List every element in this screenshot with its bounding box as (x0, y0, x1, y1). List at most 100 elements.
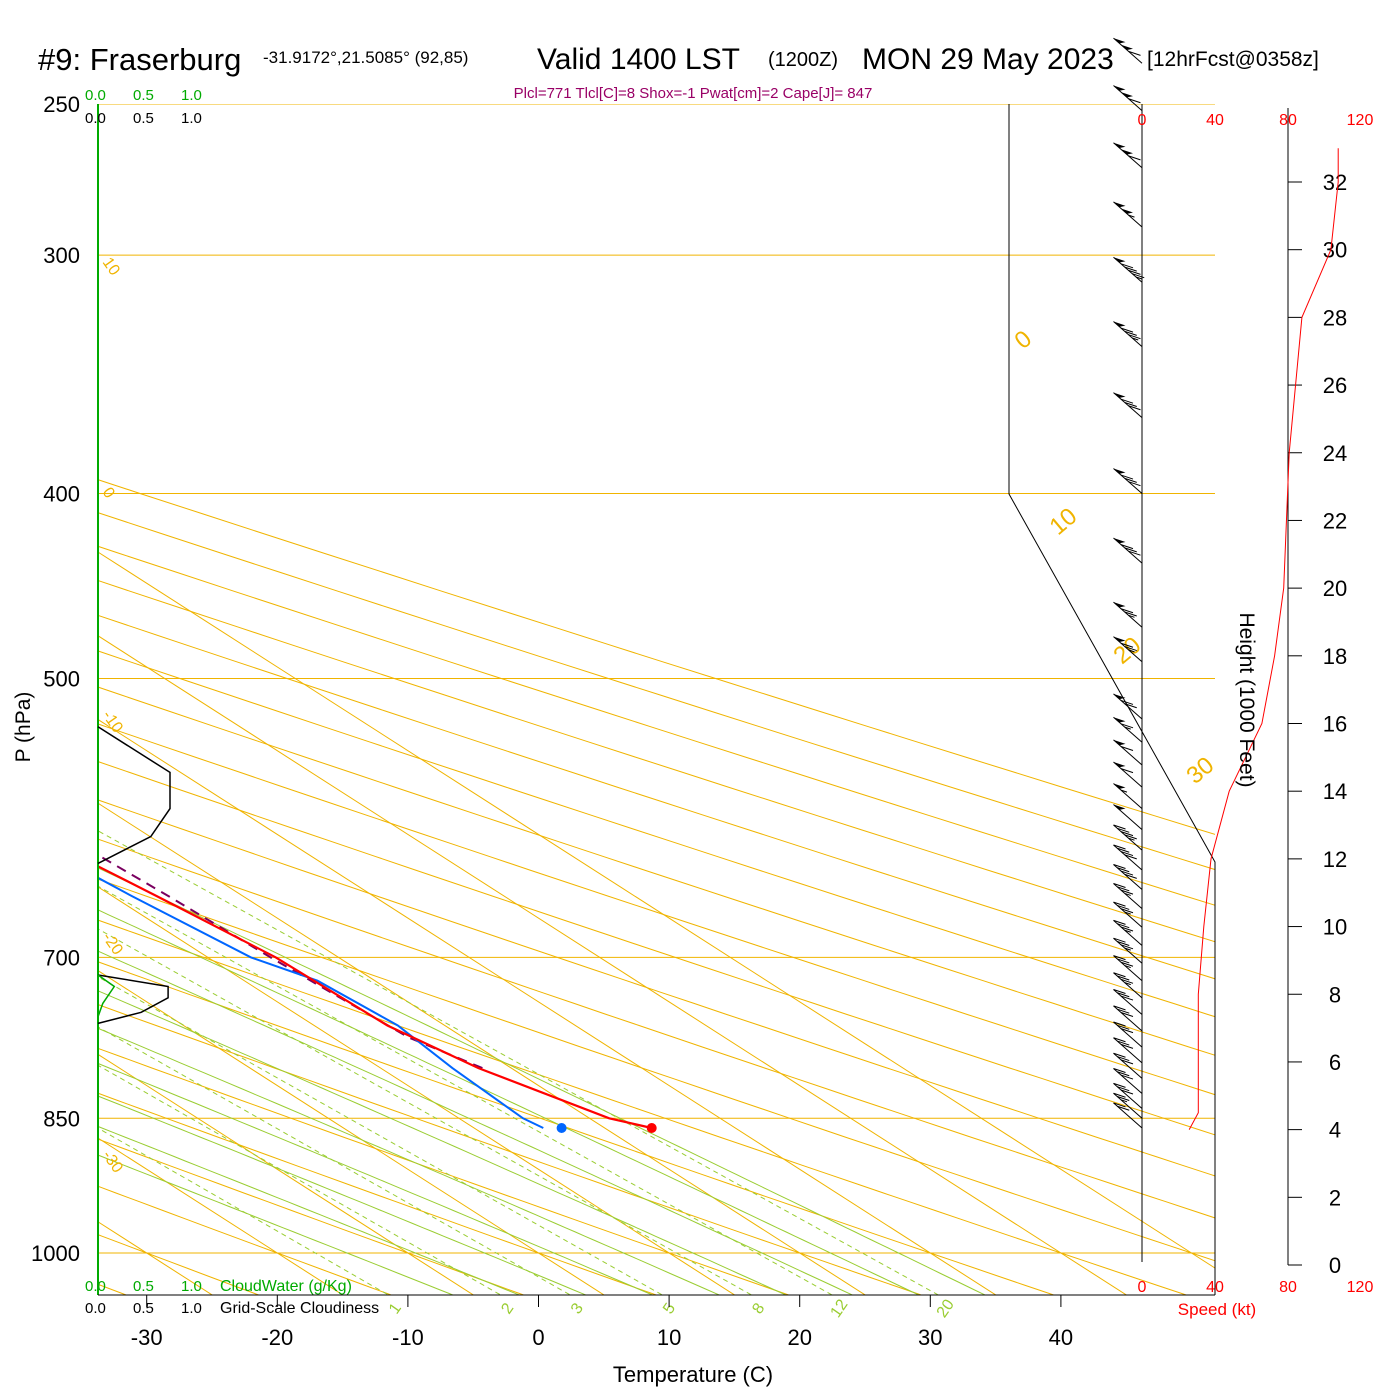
dry-adiabat-label: -20 (99, 930, 126, 959)
wind-barb-tick (1120, 870, 1134, 876)
wind-barb-staff (1113, 883, 1143, 909)
wind-barb-half (1124, 965, 1131, 969)
wind-barb-half (1128, 214, 1135, 218)
cloud-scale-bottom-black-2: 1.0 (181, 1300, 202, 1317)
wind-barb-half (1128, 614, 1135, 618)
wind-barb (1113, 919, 1143, 946)
speed-scale-top-1: 40 (1206, 112, 1224, 129)
height-tick-label: 28 (1323, 305, 1347, 330)
isotherm-line (98, 551, 1215, 1269)
wind-barb-half (1124, 726, 1131, 730)
wind-barb-tick (1120, 1059, 1134, 1065)
wind-barb-staff (1113, 1068, 1143, 1094)
station-coords: -31.9172°,21.5085° (92,85) (263, 48, 468, 67)
wind-barb-tick (1120, 961, 1134, 967)
wind-barb (1113, 824, 1143, 851)
wind-barb-tick (1113, 989, 1126, 994)
sounding-indices: Plcl=771 Tlcl[C]=8 Shox=-1 Pwat[cm]=2 Ca… (514, 85, 873, 102)
wind-barb-tick (1113, 844, 1126, 850)
dewpoint-trace (98, 876, 544, 1129)
wind-barb-flag (1113, 468, 1126, 474)
dry-adiabat-line (98, 614, 1215, 980)
wind-barb-tick (1128, 155, 1141, 161)
cloudwater-profile (97, 974, 116, 1018)
wind-barb-staff (1113, 1102, 1143, 1129)
temperature-trace (98, 865, 652, 1130)
wind-barb (1113, 468, 1143, 494)
cloud-scale-bottom-green-2: 1.0 (181, 1278, 202, 1295)
wind-barb-flag (1113, 804, 1126, 810)
wind-barb-staff (1113, 919, 1143, 946)
wind-barb-tick (1120, 1089, 1134, 1095)
speed-scale-top-2: 80 (1279, 112, 1297, 129)
temp-tick-label: 20 (787, 1325, 811, 1350)
wind-barb (1113, 392, 1143, 419)
wind-barb-tick (1113, 824, 1126, 830)
wind-barb-tick (1117, 1056, 1130, 1062)
wind-barb-staff (1113, 937, 1143, 964)
mixing-ratio-label: 2 (498, 1300, 517, 1317)
wind-barb (1113, 955, 1143, 982)
wind-barb-staff (1113, 37, 1143, 64)
wind-barb (1113, 716, 1143, 743)
wind-barb (1113, 972, 1143, 999)
wind-barb-tick (1117, 992, 1130, 998)
temp-tick-label: -20 (261, 1325, 293, 1350)
wind-barb-tick (1120, 926, 1134, 932)
wind-barb-tick (1128, 481, 1141, 487)
wind-barb-tick (1124, 834, 1137, 840)
wind-barb (1113, 636, 1143, 663)
speed-scale-bottom-2: 80 (1279, 1279, 1297, 1296)
wind-barb-staff (1113, 955, 1143, 982)
speed-scale-top-0: 0 (1138, 112, 1147, 129)
wind-barb-flag (1113, 142, 1126, 148)
wind-barb-staff (1113, 601, 1143, 628)
wind-barb-tick (1128, 405, 1141, 411)
forecast-label: [12hrFcst@0358z] (1147, 48, 1319, 71)
height-tick-label: 18 (1323, 644, 1347, 669)
wind-barb-tick (1120, 768, 1134, 774)
wind-barb-tick (1113, 919, 1126, 925)
wind-barb (1113, 1005, 1143, 1032)
temp-tick-label: 0 (532, 1325, 544, 1350)
wind-barb-tick (1120, 1043, 1134, 1049)
speed-scale-bottom-1: 40 (1206, 1279, 1224, 1296)
isotherm-line (98, 970, 605, 1295)
temp-tick-label: 10 (657, 1325, 681, 1350)
surface-dewpoint-dot (556, 1122, 567, 1133)
wind-barb-tick (1117, 1086, 1130, 1092)
wind-barb-tick (1113, 972, 1126, 978)
wind-barb-tick (1124, 873, 1137, 879)
wind-barb-tick (1117, 1040, 1130, 1046)
height-tick-label: 12 (1323, 847, 1347, 872)
mixing-ratio-line (98, 885, 834, 1295)
cloud-scale-bottom-black-1: 0.5 (133, 1300, 154, 1317)
height-tick-label: 16 (1323, 712, 1347, 737)
isotherm-line (98, 1053, 475, 1295)
wind-barb-tick (1113, 1021, 1126, 1027)
wind-barb-half (1124, 982, 1131, 986)
wind-barb-tick (1113, 1092, 1126, 1098)
wind-barb-tick (1124, 330, 1137, 336)
dry-adiabat-line (98, 686, 1215, 1056)
wind-barb-tick (1120, 944, 1134, 950)
wind-barb-flag (1113, 38, 1126, 44)
cloud-scale-top-black-1: 0.5 (133, 110, 154, 127)
wind-barb-half (1124, 892, 1131, 896)
mixing-ratio-label: 20 (934, 1296, 958, 1320)
wind-barb-tick (1117, 941, 1130, 946)
wind-barb-tick (1117, 958, 1130, 964)
temp-tick-label: 30 (918, 1325, 942, 1350)
wind-barb (1113, 1102, 1143, 1129)
x-axis-title: Temperature (C) (613, 1362, 773, 1387)
wind-barb-tick (1117, 847, 1130, 853)
speed-axis-label: Speed (kt) (1178, 1300, 1256, 1319)
wind-barb-tick (1113, 1068, 1126, 1073)
wind-barb (1113, 37, 1143, 64)
wind-barb-tick (1120, 699, 1134, 705)
wind-barb-flag (1113, 783, 1126, 789)
dry-adiabat-line (98, 1047, 791, 1295)
dry-adiabat-label: 10 (1045, 503, 1083, 541)
wind-barb-tick (1120, 327, 1134, 333)
wind-barb-tick (1128, 50, 1141, 56)
